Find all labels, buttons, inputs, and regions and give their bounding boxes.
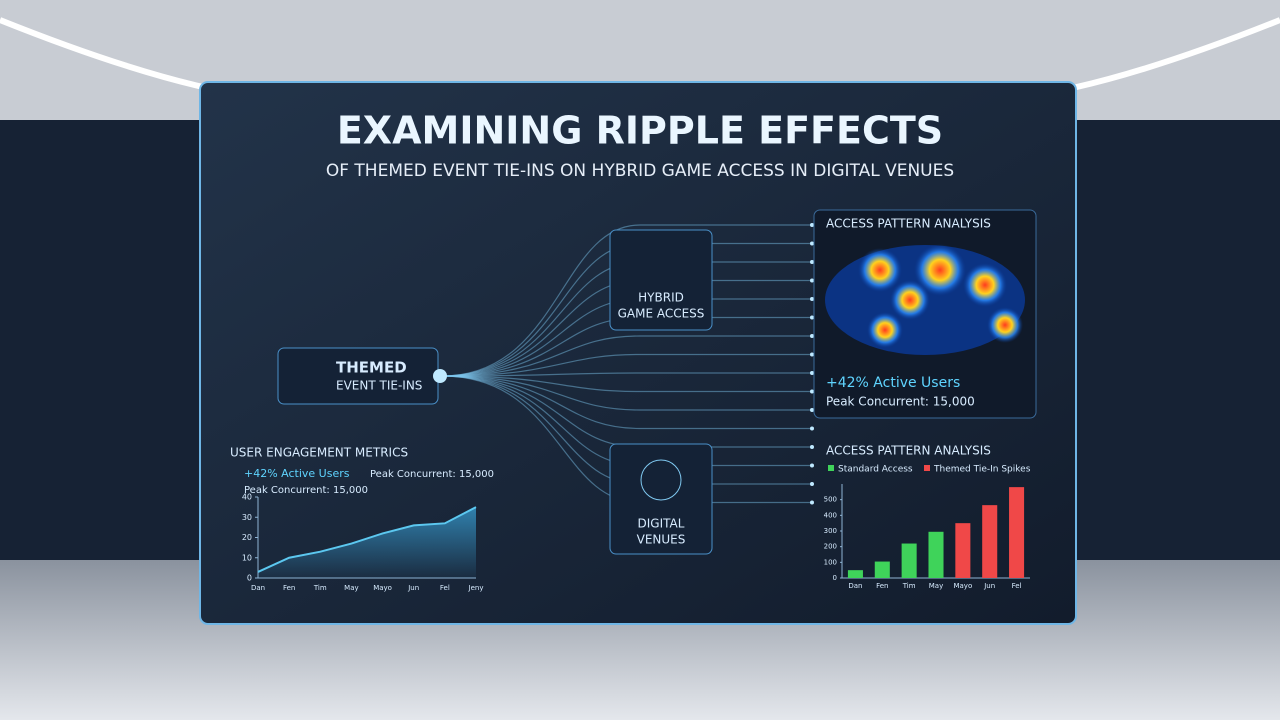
venue-icon xyxy=(640,459,682,501)
flow-line xyxy=(441,375,812,430)
flow-line xyxy=(441,353,812,377)
x-tick-label: Jun xyxy=(983,582,995,590)
y-tick-label: 0 xyxy=(833,574,837,582)
title: EXAMINING RIPPLE EFFECTS xyxy=(337,109,943,153)
x-tick-label: Jeny xyxy=(468,584,484,592)
chart-title: ACCESS PATTERN ANALYSIS xyxy=(826,444,991,458)
flow-line xyxy=(441,224,812,377)
flow-dot xyxy=(810,352,814,357)
y-tick-label: 0 xyxy=(247,574,252,583)
x-tick-label: Fel xyxy=(1012,582,1022,590)
x-tick-label: Mayo xyxy=(373,584,392,592)
flow-dot xyxy=(810,426,814,431)
stat: Peak Concurrent: 15,000 xyxy=(826,395,975,409)
node-box xyxy=(609,443,713,555)
legend-swatch xyxy=(828,465,834,471)
x-tick-label: Tim xyxy=(313,584,327,592)
chart-title: USER ENGAGEMENT METRICS xyxy=(230,446,408,460)
y-tick-label: 30 xyxy=(242,513,252,522)
subtitle: OF THEMED EVENT TIE-INS ON HYBRID GAME A… xyxy=(326,161,954,181)
node-label: THEMED xyxy=(336,359,407,377)
flow-dot xyxy=(810,408,814,412)
flow-line xyxy=(441,375,812,411)
flow-dot xyxy=(810,371,814,375)
x-tick-label: Jun xyxy=(407,584,419,592)
flow-dot xyxy=(810,223,814,227)
node-label: EVENT TIE-INS xyxy=(336,379,422,393)
bar xyxy=(901,543,917,578)
y-tick-label: 400 xyxy=(824,511,837,519)
x-tick-label: Tim xyxy=(902,582,916,590)
legend-label: Themed Tie-In Spikes xyxy=(933,465,1031,475)
x-tick-label: Dan xyxy=(251,584,265,592)
flow-line xyxy=(441,372,812,377)
bar xyxy=(874,561,890,578)
flow-dot xyxy=(810,389,814,394)
flow-line xyxy=(441,375,812,393)
flow-dot xyxy=(810,297,814,301)
x-tick-label: Fen xyxy=(283,584,295,592)
flow-dot xyxy=(810,482,814,486)
legend-swatch xyxy=(924,465,930,471)
bar xyxy=(847,570,863,578)
node-box xyxy=(609,229,713,331)
node-label: DIGITAL xyxy=(638,517,685,531)
flow-dot xyxy=(810,315,814,320)
node-label: VENUES xyxy=(637,533,686,547)
flow-dot xyxy=(810,334,814,338)
y-tick-label: 500 xyxy=(824,496,837,504)
flow-dot xyxy=(810,260,814,264)
stat: Peak Concurrent: 15,000 xyxy=(244,485,368,496)
bar xyxy=(1009,487,1025,578)
flow-dot xyxy=(810,445,814,449)
y-tick-label: 200 xyxy=(824,543,837,551)
x-tick-label: Mayo xyxy=(953,582,972,590)
x-tick-label: Fen xyxy=(876,582,888,590)
bar xyxy=(982,505,998,578)
line xyxy=(257,506,477,573)
heatmap-title: ACCESS PATTERN ANALYSIS xyxy=(826,217,991,231)
y-tick-label: 40 xyxy=(242,493,252,502)
y-tick-label: 10 xyxy=(242,553,252,562)
y-tick-label: 20 xyxy=(242,533,252,542)
stat: +42% Active Users xyxy=(826,375,960,391)
flow-dot xyxy=(810,463,814,468)
flow-dot xyxy=(810,500,814,505)
stat: +42% Active Users xyxy=(244,467,350,480)
x-tick-label: Fel xyxy=(440,584,450,592)
source-glow xyxy=(433,369,447,383)
node-label: GAME ACCESS xyxy=(618,307,705,321)
flow-dot xyxy=(810,278,814,283)
x-tick-label: May xyxy=(344,584,358,592)
stat: Peak Concurrent: 15,000 xyxy=(370,469,494,480)
bar xyxy=(955,523,971,578)
flow-line xyxy=(441,335,812,377)
legend-label: Standard Access xyxy=(838,465,913,475)
y-tick-label: 100 xyxy=(824,558,837,566)
x-tick-label: May xyxy=(929,582,943,590)
y-tick-label: 300 xyxy=(824,527,837,535)
flow-dot xyxy=(810,241,814,246)
x-tick-label: Dan xyxy=(848,582,862,590)
node-label: HYBRID xyxy=(638,291,684,305)
flow-lines xyxy=(441,223,814,505)
heatmap xyxy=(825,244,1025,355)
bar xyxy=(928,531,944,578)
